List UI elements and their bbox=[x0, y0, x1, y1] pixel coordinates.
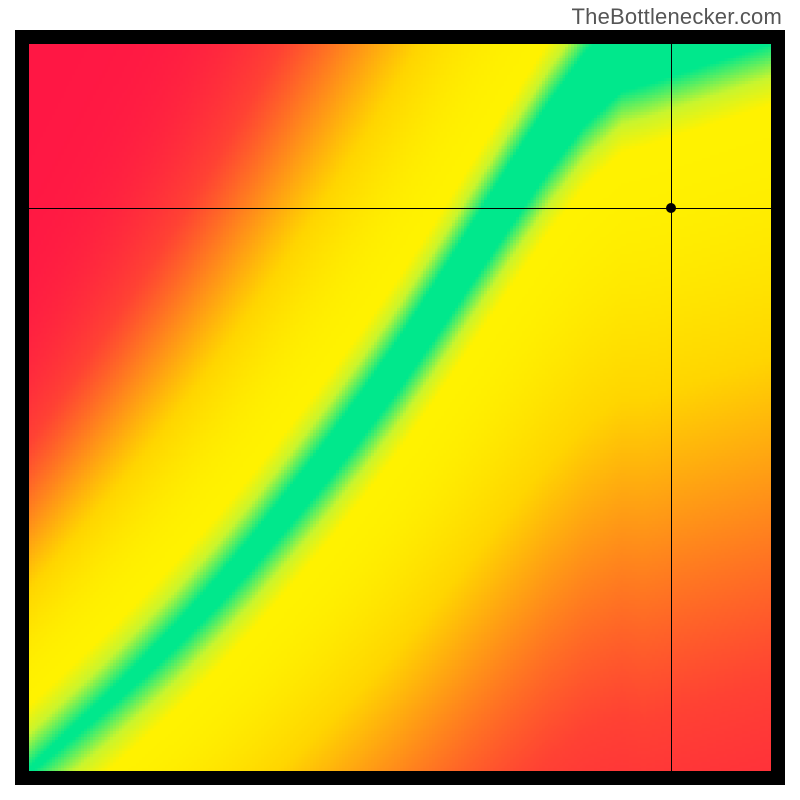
chart-container: TheBottlenecker.com bbox=[0, 0, 800, 800]
heatmap-canvas bbox=[29, 44, 771, 771]
watermark-text: TheBottlenecker.com bbox=[572, 4, 782, 30]
bottleneck-heatmap bbox=[15, 30, 785, 785]
